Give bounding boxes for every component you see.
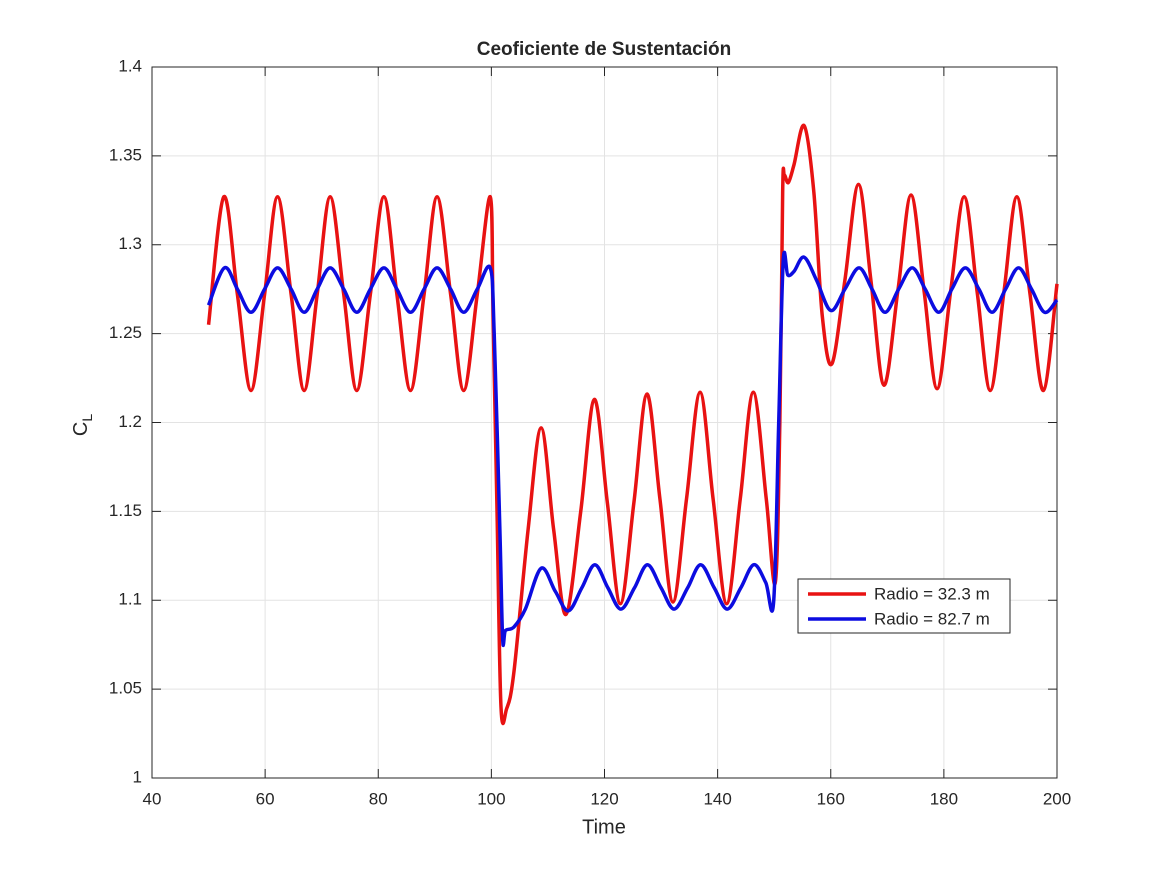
y-tick-label: 1.15 — [109, 501, 142, 520]
data-line — [206, 250, 1059, 648]
x-tick-label: 100 — [477, 789, 505, 808]
y-axis-label: CL — [70, 414, 94, 436]
axes-box — [151, 66, 1058, 779]
y-label-main: C — [70, 422, 92, 436]
x-tick-label: 160 — [817, 789, 845, 808]
x-tick-label: 120 — [590, 789, 618, 808]
legend-label: Radio = 32.3 m — [874, 584, 990, 603]
y-tick-label: 1.25 — [109, 323, 142, 342]
legend: Radio = 32.3 m Radio = 82.7 m — [797, 578, 1011, 634]
y-tick-label: 1.3 — [118, 234, 142, 253]
y-tick-label: 1.2 — [118, 412, 142, 431]
y-tick-label: 1 — [133, 767, 142, 786]
y-tick-label: 1.05 — [109, 679, 142, 698]
y-tick-label: 1.35 — [109, 145, 142, 164]
x-tick-label: 140 — [703, 789, 731, 808]
x-tick-label: 200 — [1043, 789, 1071, 808]
chart-title: Ceoficiente de Sustentación — [477, 39, 731, 60]
legend-box — [797, 578, 1011, 634]
y-tick-label: 1.4 — [118, 56, 142, 75]
x-tick-label: 180 — [930, 789, 958, 808]
x-tick-label: 60 — [256, 789, 275, 808]
x-tick-label: 40 — [143, 789, 162, 808]
x-axis-label: Time — [582, 816, 626, 838]
y-tick-label: 1.1 — [118, 590, 142, 609]
x-tick-label: 80 — [369, 789, 388, 808]
y-axis-label-text: CL — [70, 414, 94, 436]
y-label-sub: L — [79, 414, 95, 422]
legend-label: Radio = 82.7 m — [874, 609, 990, 628]
